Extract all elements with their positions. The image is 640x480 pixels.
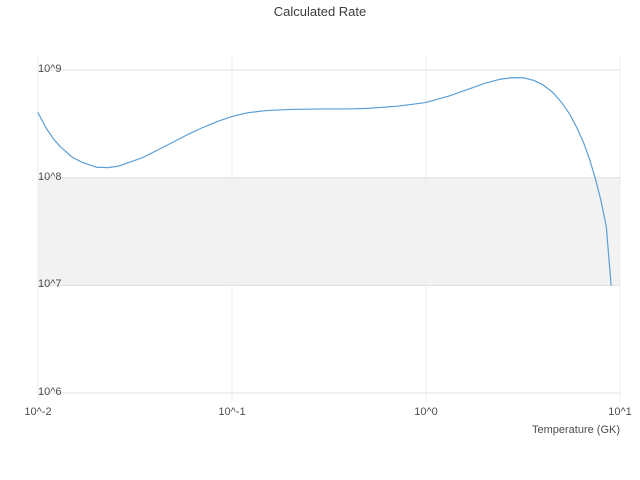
chart-title: Calculated Rate (273, 4, 367, 19)
x-tick-label: 10^1 (608, 406, 632, 418)
x-tick-label: 10^-2 (24, 406, 52, 418)
x-axis-label: Temperature (GK) (531, 424, 620, 436)
calculated-rate-line (37, 77, 612, 286)
shaded-band (38, 177, 620, 286)
y-tick-label: 10^6 (38, 386, 62, 398)
y-tick-label: 10^9 (38, 63, 62, 75)
x-tick-label: 10^0 (414, 406, 438, 418)
x-tick-label: 10^-1 (218, 406, 246, 418)
y-tick-label: 10^7 (38, 278, 62, 291)
y-tick-label: 10^8 (38, 170, 62, 183)
